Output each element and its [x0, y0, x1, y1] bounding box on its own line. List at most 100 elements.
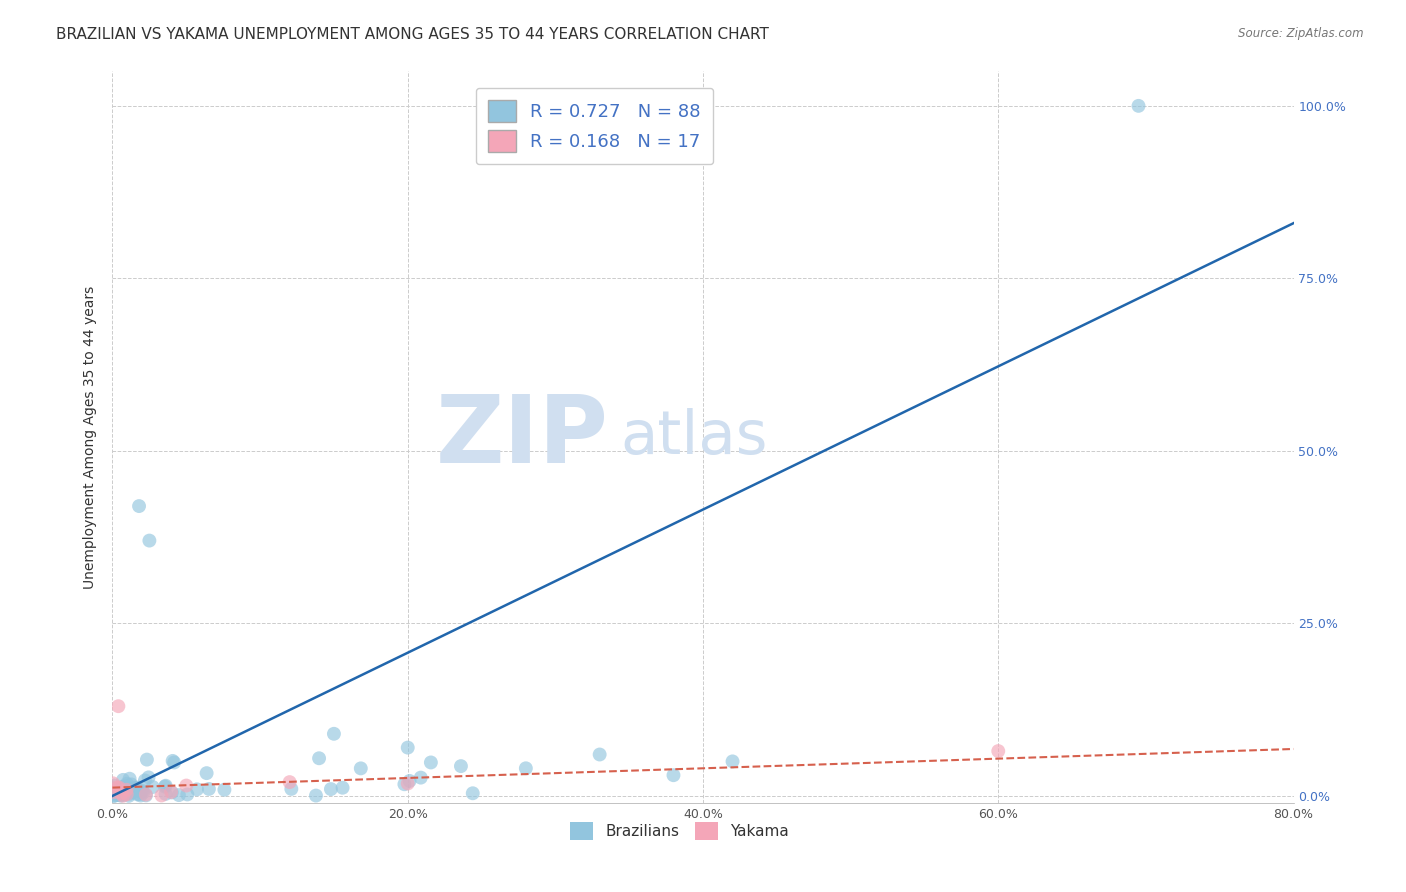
Yakama	[107, 699, 129, 714]
Text: atlas: atlas	[620, 408, 768, 467]
Brazilians	[186, 782, 208, 797]
Brazilians	[108, 787, 131, 801]
Brazilians	[111, 780, 134, 794]
Brazilians	[114, 780, 136, 794]
Brazilians	[160, 785, 183, 799]
Brazilians	[111, 780, 134, 795]
Brazilians	[323, 727, 346, 741]
Brazilians	[461, 786, 484, 800]
Brazilians	[110, 789, 132, 803]
Brazilians	[162, 754, 184, 768]
Brazilians	[118, 772, 141, 786]
Brazilians	[129, 785, 152, 799]
Brazilians	[138, 533, 160, 548]
Brazilians	[114, 782, 136, 797]
Yakama	[987, 744, 1010, 758]
Brazilians	[107, 785, 129, 799]
Yakama	[278, 775, 301, 789]
Y-axis label: Unemployment Among Ages 35 to 44 years: Unemployment Among Ages 35 to 44 years	[83, 285, 97, 589]
Brazilians	[332, 780, 354, 795]
Brazilians	[114, 781, 136, 796]
Brazilians	[142, 780, 165, 794]
Brazilians	[131, 784, 153, 798]
Yakama	[115, 782, 138, 797]
Brazilians	[515, 761, 537, 775]
Brazilians	[153, 780, 176, 794]
Brazilians	[125, 780, 148, 795]
Brazilians	[214, 782, 236, 797]
Brazilians	[280, 781, 302, 796]
Legend: Brazilians, Yakama: Brazilians, Yakama	[564, 815, 794, 847]
Brazilians	[398, 773, 420, 788]
Brazilians	[103, 779, 125, 793]
Brazilians	[176, 788, 198, 802]
Yakama	[101, 776, 124, 790]
Brazilians	[588, 747, 610, 762]
Brazilians	[117, 782, 139, 797]
Brazilians	[163, 756, 186, 770]
Brazilians	[450, 759, 472, 773]
Brazilians	[721, 755, 744, 769]
Brazilians	[195, 766, 218, 780]
Yakama	[103, 785, 125, 799]
Brazilians	[125, 781, 148, 796]
Brazilians	[108, 787, 131, 801]
Brazilians	[111, 788, 134, 802]
Brazilians	[135, 753, 157, 767]
Brazilians	[305, 789, 328, 803]
Brazilians	[107, 787, 129, 801]
Brazilians	[103, 789, 125, 803]
Yakama	[108, 780, 131, 795]
Brazilians	[103, 789, 125, 803]
Brazilians	[115, 783, 138, 797]
Brazilians	[135, 789, 157, 803]
Brazilians	[120, 787, 142, 801]
Yakama	[105, 780, 128, 795]
Brazilians	[108, 785, 131, 799]
Brazilians	[167, 788, 190, 802]
Brazilians	[124, 780, 146, 795]
Brazilians	[409, 771, 432, 785]
Brazilians	[118, 789, 141, 803]
Brazilians	[127, 788, 149, 802]
Yakama	[110, 786, 132, 800]
Brazilians	[121, 785, 143, 799]
Brazilians	[132, 786, 155, 800]
Brazilians	[129, 789, 152, 803]
Brazilians	[155, 787, 177, 801]
Brazilians	[114, 787, 136, 801]
Brazilians	[308, 751, 330, 765]
Yakama	[160, 785, 183, 799]
Brazilians	[396, 740, 419, 755]
Brazilians	[128, 787, 150, 801]
Text: ZIP: ZIP	[436, 391, 609, 483]
Brazilians	[111, 782, 134, 797]
Brazilians	[112, 786, 135, 800]
Brazilians	[394, 777, 416, 791]
Brazilians	[155, 779, 177, 793]
Brazilians	[107, 788, 129, 802]
Text: Source: ZipAtlas.com: Source: ZipAtlas.com	[1239, 27, 1364, 40]
Brazilians	[115, 780, 138, 794]
Yakama	[150, 789, 173, 803]
Brazilians	[1128, 99, 1150, 113]
Yakama	[111, 789, 134, 803]
Yakama	[115, 787, 138, 801]
Brazilians	[114, 785, 136, 799]
Brazilians	[419, 756, 441, 770]
Yakama	[135, 788, 157, 802]
Brazilians	[115, 777, 138, 791]
Brazilians	[117, 785, 139, 799]
Brazilians	[120, 777, 142, 791]
Yakama	[396, 776, 419, 790]
Brazilians	[198, 781, 221, 796]
Brazilians	[128, 499, 150, 513]
Brazilians	[105, 786, 128, 800]
Brazilians	[134, 773, 156, 788]
Brazilians	[118, 786, 141, 800]
Brazilians	[104, 788, 127, 802]
Yakama	[174, 779, 197, 793]
Text: BRAZILIAN VS YAKAMA UNEMPLOYMENT AMONG AGES 35 TO 44 YEARS CORRELATION CHART: BRAZILIAN VS YAKAMA UNEMPLOYMENT AMONG A…	[56, 27, 769, 42]
Brazilians	[101, 781, 124, 796]
Brazilians	[319, 782, 342, 797]
